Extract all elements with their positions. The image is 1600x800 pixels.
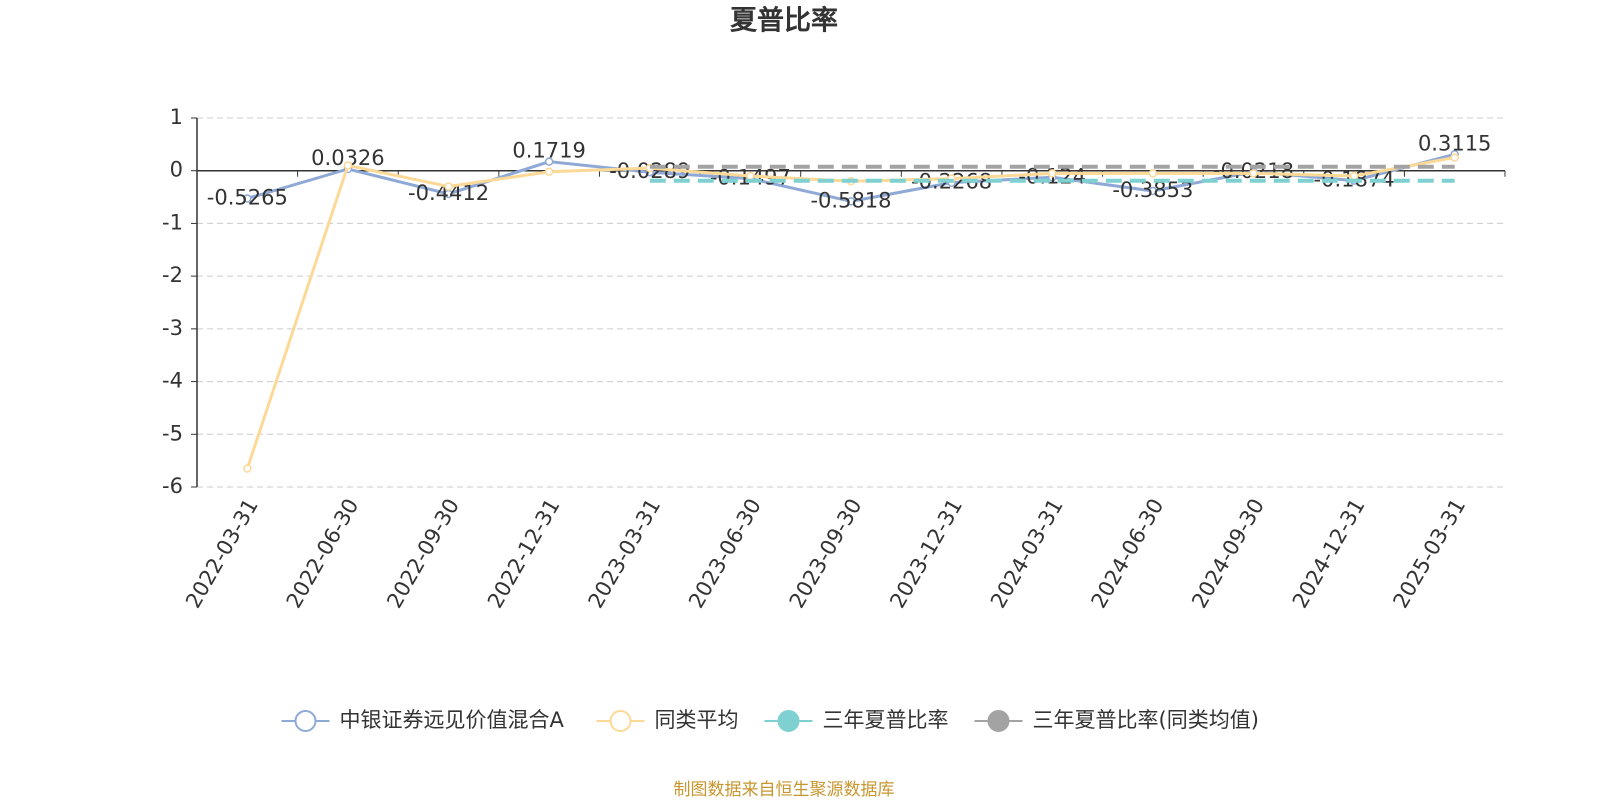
point <box>1148 169 1158 178</box>
data-label: -0.5265 <box>207 185 288 209</box>
y-tick-label: -1 <box>162 210 183 234</box>
point <box>746 171 755 181</box>
x-tick-label: 2022-06-30 <box>282 495 364 613</box>
point <box>1148 186 1158 196</box>
chart-title: 夏普比率 <box>730 5 838 37</box>
y-tick-label: -2 <box>162 263 183 287</box>
x-tick-label: 2024-09-30 <box>1187 495 1269 613</box>
point <box>1450 153 1459 162</box>
x-tick-label: 2022-09-30 <box>382 495 464 613</box>
legend-marker <box>609 710 632 732</box>
legend-marker <box>294 710 317 732</box>
y-tick-label: -6 <box>162 474 183 498</box>
point <box>243 194 252 203</box>
legend-label: 三年夏普比率 <box>823 708 949 732</box>
y-tick-label: -4 <box>162 369 183 393</box>
y-tick-label: -5 <box>162 421 183 445</box>
x-tick-label: 2023-06-30 <box>684 495 766 613</box>
x-tick-label: 2024-12-31 <box>1288 495 1370 613</box>
point <box>846 197 856 206</box>
data-label: 0.1719 <box>512 139 585 163</box>
legend-label: 同类平均 <box>655 708 739 732</box>
y-tick-label: 1 <box>170 105 183 129</box>
data-label: -0.5818 <box>810 188 891 212</box>
point <box>544 157 554 166</box>
x-tick-label: 2023-09-30 <box>785 495 867 613</box>
y-tick-label: -3 <box>162 316 183 340</box>
point <box>444 182 453 191</box>
legend-label: 三年夏普比率(同类均值) <box>1033 708 1259 732</box>
point <box>343 161 353 170</box>
point <box>1249 169 1258 178</box>
legend-marker <box>777 710 800 732</box>
source-note: 制图数据来自恒生聚源数据库 <box>674 780 895 800</box>
point <box>1349 171 1359 181</box>
legend-marker <box>987 710 1010 732</box>
x-tick-label: 2023-12-31 <box>885 495 967 613</box>
data-label: 0.3115 <box>1418 131 1491 155</box>
x-tick-label: 2022-03-31 <box>181 495 263 613</box>
x-tick-label: 2024-06-30 <box>1087 495 1169 613</box>
x-tick-label: 2022-12-31 <box>483 495 565 613</box>
point <box>243 464 252 473</box>
x-tick-label: 2025-03-31 <box>1388 495 1470 613</box>
point <box>1047 169 1057 178</box>
legend-label: 中银证券远见价值混合A <box>340 708 565 732</box>
y-tick-label: 0 <box>170 158 183 182</box>
point <box>544 167 554 177</box>
x-tick-label: 2024-03-31 <box>986 495 1068 613</box>
x-tick-label: 2023-03-31 <box>583 495 665 613</box>
